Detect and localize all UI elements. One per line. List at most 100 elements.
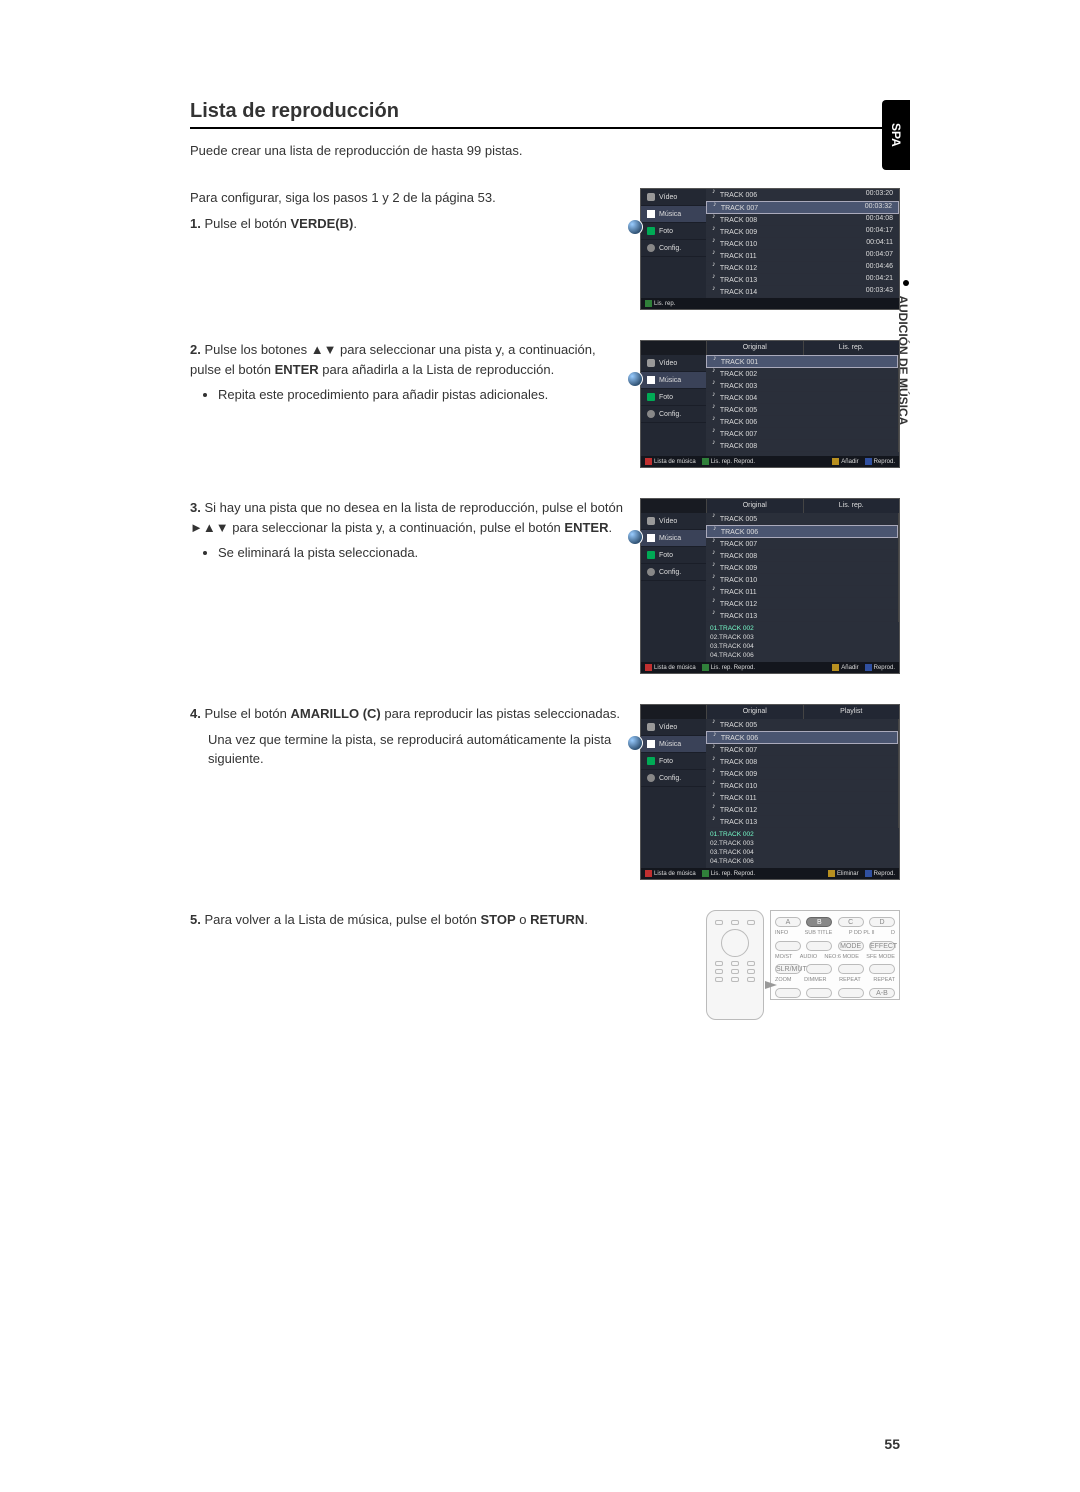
track-row: TRACK 00900:04:17 [706, 226, 899, 238]
playlist-panel: 01.TRACK 00202.TRACK 00303.TRACK 00404.T… [706, 828, 899, 868]
sidebar-label: Música [659, 377, 681, 384]
footer-label: Lis. rep. [654, 301, 675, 307]
track-name: TRACK 005 [712, 405, 757, 414]
manual-page: SPA AUDICIÓN DE MÚSICA Lista de reproduc… [0, 0, 1080, 1492]
sidebar-icon [647, 376, 655, 384]
note-icon [712, 539, 718, 546]
track-name: TRACK 001 [713, 357, 758, 366]
intro2: Para configurar, siga los pasos 1 y 2 de… [190, 188, 626, 208]
note-icon [712, 551, 718, 558]
remote-label: NEO:6 MODE [824, 955, 859, 961]
remote-btn [838, 988, 864, 998]
arrow-icon [765, 981, 777, 989]
remote-color-btn: A [775, 917, 801, 927]
track-name: TRACK 004 [712, 393, 757, 402]
note-icon [712, 769, 718, 776]
sidebar-icon [647, 774, 655, 782]
sidebar-label: Vídeo [659, 194, 677, 201]
step-3-text: 3. Si hay una pista que no desea en la l… [190, 498, 626, 563]
bullet-icon [903, 280, 909, 286]
figure-4: Original Playlist Vídeo Música Foto Conf… [640, 704, 900, 880]
tab-playlist: Playlist [803, 705, 900, 719]
note-icon [712, 611, 718, 618]
note-icon [713, 203, 719, 210]
track-row: TRACK 007 [706, 538, 898, 550]
step-bold: ENTER [275, 362, 319, 377]
track-name: TRACK 006 [713, 527, 758, 536]
track-name: TRACK 006 [713, 733, 758, 742]
step-mid: o [516, 912, 530, 927]
track-name: TRACK 013 [712, 275, 757, 284]
track-row: TRACK 009 [706, 768, 898, 780]
sidebar-item: Música [641, 206, 706, 223]
tracklist: TRACK 005 TRACK 006 TRACK 007 TRACK 008 … [706, 513, 898, 622]
remote-label: ZOOM [775, 978, 792, 984]
sidebar-label: Foto [659, 228, 673, 235]
remote-btn [806, 988, 832, 998]
screen-sidebar: Vídeo Música Foto Config. [641, 189, 706, 298]
remote-label: REPEAT [839, 978, 861, 984]
badge-c-icon [832, 458, 839, 465]
tracklist: TRACK 00600:03:20 TRACK 00700:03:32 TRAC… [706, 189, 899, 298]
step-3-row: 3. Si hay una pista que no desea en la l… [190, 498, 900, 674]
sidebar-item: Config. [641, 240, 706, 257]
step-2-text: 2. Pulse los botones ▲▼ para seleccionar… [190, 340, 626, 405]
track-row: TRACK 011 [706, 792, 898, 804]
track-row: TRACK 008 [706, 756, 898, 768]
screen-footer: Lis. rep. [641, 298, 899, 309]
sidebar-label: Vídeo [659, 360, 677, 367]
footer-label: Lista de música [654, 459, 696, 465]
note-icon [712, 227, 718, 234]
remote-btn: A-B [869, 988, 895, 998]
sidebar-icon [647, 723, 655, 731]
note-icon [713, 733, 719, 740]
step-tail: . [608, 520, 612, 535]
step-num: 5. [190, 912, 201, 927]
track-row: TRACK 008 [706, 550, 898, 562]
remote-label: MO/ST [775, 955, 792, 961]
step-bold: ENTER [564, 520, 608, 535]
track-row: TRACK 012 [706, 598, 898, 610]
track-row: TRACK 005 [706, 513, 898, 525]
sidebar-item: Vídeo [641, 189, 706, 206]
track-name: TRACK 010 [712, 575, 757, 584]
step-5-text: 5. Para volver a la Lista de música, pul… [190, 910, 626, 936]
track-row: TRACK 002 [706, 368, 898, 380]
screen-footer: Lista de música Lis. rep. Reprod. Elimin… [641, 868, 899, 879]
track-name: TRACK 003 [712, 381, 757, 390]
track-row: TRACK 01300:04:21 [706, 274, 899, 286]
remote-label: SUB TITLE [805, 931, 833, 937]
track-row: TRACK 006 [706, 731, 898, 744]
note-icon [712, 239, 718, 246]
figure-remote: ABCDINFOSUB TITLEP DD PL II DMODEEFFECTM… [640, 910, 900, 1020]
footer-label: Lista de música [654, 665, 696, 671]
track-row: TRACK 00700:03:32 [706, 201, 899, 214]
playlist-item: 03.TRACK 004 [710, 642, 895, 651]
badge-c-icon [832, 664, 839, 671]
footer-label: Lis. rep. Reprod. [711, 871, 755, 877]
badge-d-icon [865, 870, 872, 877]
remote-btn [838, 964, 864, 974]
sidebar-icon [647, 393, 655, 401]
track-name: TRACK 009 [712, 769, 757, 778]
remote-label: SFE MODE [866, 955, 895, 961]
track-row: TRACK 01200:04:46 [706, 262, 899, 274]
figure-2: Original Lis. rep. Vídeo Música Foto Con… [640, 340, 900, 468]
track-name: TRACK 012 [712, 263, 757, 272]
track-name: TRACK 007 [712, 429, 757, 438]
sidebar-label: Música [659, 211, 681, 218]
remote-label: P DD PL II [849, 931, 875, 937]
step-line2: Una vez que termine la pista, se reprodu… [208, 730, 626, 769]
sidebar-item: Música [641, 736, 706, 753]
note-icon [712, 757, 718, 764]
track-name: TRACK 012 [712, 805, 757, 814]
badge-c-icon [828, 870, 835, 877]
globe-icon [627, 735, 643, 751]
track-row: TRACK 01400:03:43 [706, 286, 899, 298]
remote-outline [706, 910, 764, 1020]
track-name: TRACK 008 [712, 757, 757, 766]
note-icon [712, 251, 718, 258]
ui-screen-4: Original Playlist Vídeo Música Foto Conf… [640, 704, 900, 880]
remote-btn [806, 941, 832, 951]
step-5-row: 5. Para volver a la Lista de música, pul… [190, 910, 900, 1020]
